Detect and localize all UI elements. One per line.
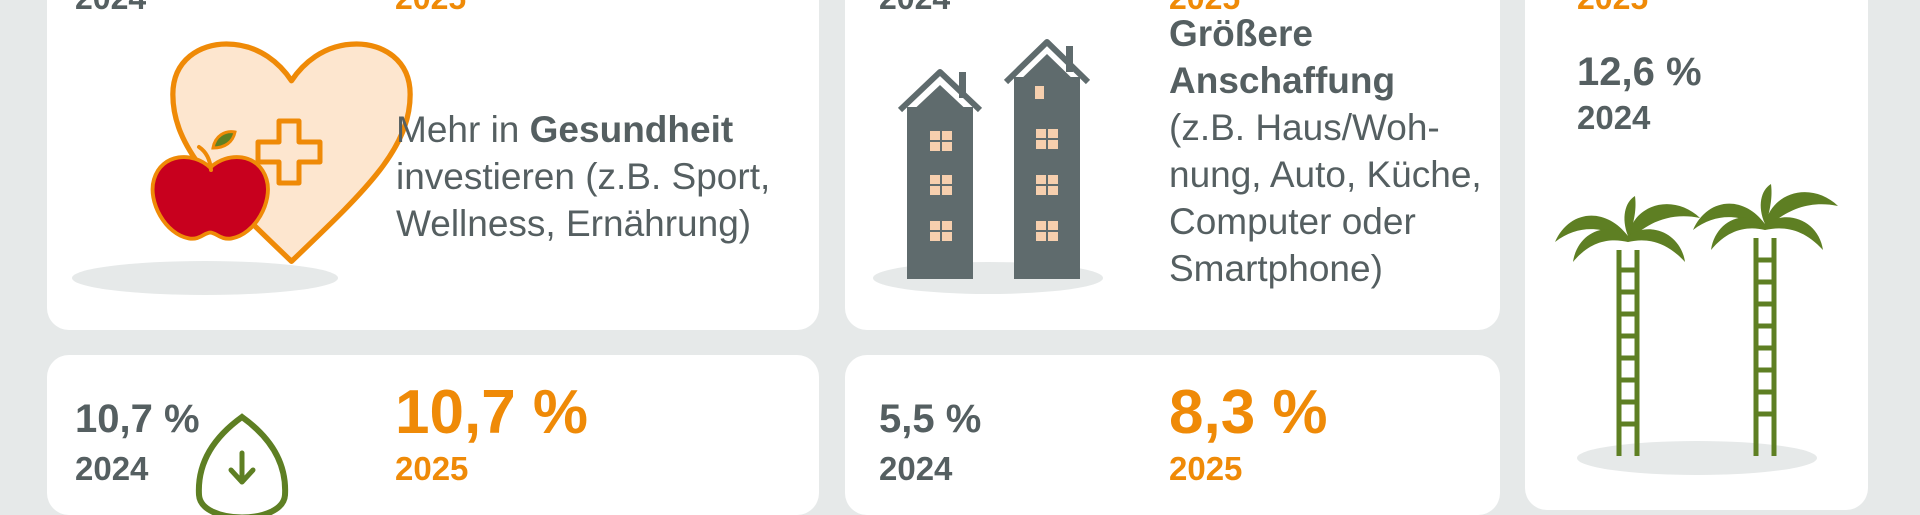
purchase-description: Größere Anschaffung (z.B. Haus/Woh- nung… <box>1169 13 1482 289</box>
health-description: Mehr in Gesundheit investieren (z.B. Spo… <box>396 109 771 244</box>
other-curr-year: 2025 <box>1169 450 1243 487</box>
saving-curr-year: 2025 <box>395 450 469 487</box>
health-card: 2024 2025 Mehr in Gesundheit investieren… <box>47 0 819 330</box>
apple-leaf-icon <box>211 130 237 150</box>
palm-trees-icon <box>1555 184 1838 475</box>
houses-icon <box>873 39 1103 294</box>
other-prev-year: 2024 <box>879 450 953 487</box>
other-curr-pct: 8,3 % <box>1169 378 1328 447</box>
travel-card: 2025 12,6 % 2024 <box>1525 0 1868 510</box>
other-card: 5,5 % 2024 8,3 % 2025 <box>845 355 1500 515</box>
travel-prev-year: 2024 <box>1577 99 1651 136</box>
apple-stem-icon <box>197 145 213 172</box>
saving-curr-pct: 10,7 % <box>395 378 589 447</box>
health-prev-year: 2024 <box>75 0 146 14</box>
health-illustration <box>72 41 413 295</box>
health-curr-year: 2025 <box>395 0 466 14</box>
other-prev-pct: 5,5 % <box>879 397 982 441</box>
heart-icon <box>170 41 413 264</box>
travel-curr-year: 2025 <box>1577 0 1648 14</box>
travel-prev-pct: 12,6 % <box>1577 50 1702 94</box>
purchase-prev-year: 2024 <box>879 0 950 14</box>
purchase-card: 2024 2025 Gr <box>845 0 1500 330</box>
purchase-curr-year: 2025 <box>1169 0 1240 14</box>
apple-icon <box>150 155 270 241</box>
cross-icon <box>255 118 323 186</box>
saving-card: 10,7 % 2024 10,7 % 2025 <box>47 355 819 515</box>
saving-prev-pct: 10,7 % <box>75 397 200 441</box>
shadow-icon <box>72 261 338 295</box>
